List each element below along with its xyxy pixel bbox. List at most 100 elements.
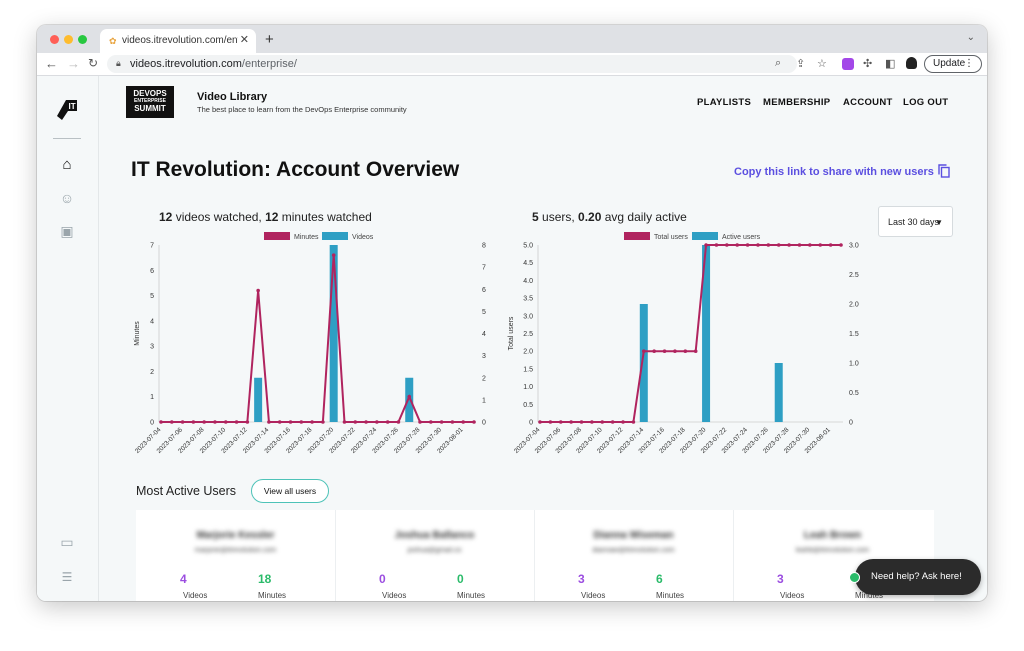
it-revolution-logo-icon[interactable]: IT [54,96,80,122]
bar [774,363,783,422]
help-chat-button[interactable]: Need help? Ask here! [855,559,981,595]
online-status-dot [849,572,860,583]
legend-swatch-bar [322,232,348,240]
chat-icon[interactable]: ▭ [60,533,74,550]
bar [405,377,414,422]
line-point [704,243,708,247]
line-point [375,420,379,424]
search-list-icon[interactable]: ☰ [61,570,73,584]
date-range-select[interactable]: Last 30 days ▼ [878,206,953,237]
user-videos-count: 3 [777,572,784,586]
line-point [641,349,646,353]
line-point [256,288,260,293]
line-point [407,394,412,399]
address-bar[interactable]: 🔒︎ videos.itrevolution.com/enterprise/ [107,55,797,73]
user-card[interactable]: Leah Brown leahb@itrevolution.com 3 Vide… [733,510,932,601]
view-all-users-button[interactable]: View all users [251,479,329,503]
y-axis-label: Total users [508,316,515,350]
video-library-icon[interactable]: ▣ [60,222,74,239]
y2-tick-label: 3.0 [849,243,859,250]
user-minutes-label: Minutes [855,591,884,600]
line-point [693,349,698,353]
page-title: IT Revolution: Account Overview [131,158,460,181]
nav-membership[interactable]: MEMBERSHIP [763,97,831,108]
close-window-button[interactable] [50,35,59,44]
avg-daily-active-label: avg daily active [601,210,687,224]
update-button[interactable]: Update ⋮ [924,55,982,73]
forward-arrow-icon[interactable]: → [67,56,80,71]
user-videos-count: 0 [379,572,386,586]
reload-icon[interactable]: ↻ [88,56,99,70]
site-subtitle: The best place to learn from the DevOps … [197,105,407,114]
bookmark-star-icon[interactable]: ☆ [817,58,827,70]
line-point [299,420,304,424]
bar [254,377,263,422]
user-videos-count: 4 [180,572,187,586]
line-point [310,420,314,424]
line-point [652,349,656,353]
share-icon[interactable]: ⇪ [796,58,806,70]
kebab-menu-icon[interactable]: ⋮ [964,58,974,69]
line-point [180,420,185,424]
line-point [662,349,667,353]
videos-label: videos watched, [172,210,266,224]
user-minutes-count: 0 [457,572,464,586]
user-minutes-label: Minutes [258,591,287,600]
users-label: users, [538,210,579,224]
profile-avatar-icon[interactable] [906,57,917,69]
zoom-icon[interactable]: ⌕ [775,57,782,69]
user-card[interactable]: Dianna Wiseman diannaw@itrevolution.com … [534,510,734,601]
new-tab-icon[interactable]: + [265,31,274,48]
line-point [683,349,688,353]
home-icon[interactable]: ⌂ [62,155,72,173]
y2-tick-label: 3 [482,353,486,360]
copy-icon[interactable] [938,164,950,178]
tab-close-icon[interactable]: ✕ [239,34,249,46]
nav-playlists[interactable]: PLAYLISTS [697,97,752,108]
devops-enterprise-summit-logo[interactable]: DEVOPS ENTERPRISE SUMMIT [126,86,174,118]
line-point [828,243,833,247]
tab-search-chevron-icon[interactable]: ⌄ [966,32,975,43]
minutes-label: minutes watched [278,210,372,224]
line-point [600,420,605,424]
url-text[interactable]: videos.itrevolution.com/enterprise/ [130,58,297,70]
line-point [756,243,760,247]
videos-count: 12 [159,210,173,224]
legend-label: Active users [722,234,761,241]
y2-tick-label: 5 [482,309,486,316]
side-panel-icon[interactable]: ◧ [885,58,896,70]
y-tick-label: 6 [150,268,154,275]
line-point [472,420,476,424]
line-point [223,420,228,424]
y-tick-label: 2.0 [523,349,533,356]
y-tick-label: 3.0 [523,313,533,320]
line-point [429,420,433,424]
y-tick-label: 1.5 [523,366,533,373]
user-card[interactable]: Joshua Ballanco joshua@gmail.co 0 0 Vide… [335,510,535,601]
line-point [277,420,282,424]
url-path: /enterprise/ [241,58,297,70]
line-point [538,420,542,424]
y2-tick-label: 0.5 [849,390,859,397]
nav-logout[interactable]: LOG OUT [903,97,949,108]
minimize-window-button[interactable] [64,35,73,44]
line-point [169,420,174,424]
line-point [331,253,336,257]
tab-strip: ✿ videos.itrevolution.com/enterp ✕ + ⌄ [37,25,987,53]
line-point [267,420,271,424]
extensions-puzzle-icon[interactable]: ✣ [863,58,873,70]
browser-tab[interactable]: ✿ videos.itrevolution.com/enterp ✕ [100,29,256,53]
user-name: Marjorie Kessler [196,530,275,541]
back-arrow-icon[interactable]: ← [45,56,58,71]
user-card[interactable]: Marjorie Kessler marjorie@itrevolution.c… [136,510,336,601]
line-point [234,420,239,424]
line-point [418,420,422,424]
maximize-window-button[interactable] [78,35,87,44]
most-active-users-cards: Marjorie Kessler marjorie@itrevolution.c… [136,510,934,601]
copy-share-link[interactable]: Copy this link to share with new users [734,166,934,178]
line-point [213,420,217,424]
extension-purple-icon[interactable] [842,58,854,70]
line-point [461,420,466,424]
users-icon[interactable]: ☺ [59,190,75,206]
nav-account[interactable]: ACCOUNT [843,97,893,108]
